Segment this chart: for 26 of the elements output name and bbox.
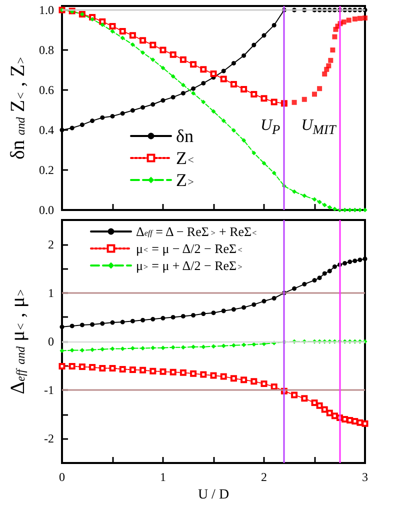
ref-line-label: U$_{P}$ [260,117,280,140]
y-tick-label: 0.8 [39,43,54,57]
legend-label: Z< [176,148,194,168]
legend-label: μ> = μ + Δ/2 − ReΣ> [136,258,243,273]
y-tick-label: 1 [48,286,54,300]
y-tick-label: 0 [48,334,54,348]
y-tick-label: 0.4 [39,123,54,137]
y-axis-title: δn and Z< , Z> [7,56,29,160]
y-tick-label: 0.0 [39,203,54,217]
legend-label: μ< = μ − Δ/2 − ReΣ< [136,241,243,256]
y-tick-label: 2 [48,237,54,252]
y-tick-label: 0.6 [39,83,54,97]
x-tick-label: 1 [160,470,166,484]
x-tick-label: 3 [362,470,368,484]
ref-line-label: U$_{MIT}$ [301,117,336,140]
legend-label: Z> [176,170,194,190]
y-tick-label: 0.2 [39,163,54,177]
legend-label: Δeff = Δ − ReΣ> + ReΣ< [136,224,258,239]
x-axis-title: U / D [198,487,230,502]
y-tick-label: -1 [44,383,54,398]
y-axis-title: Δeff and μ< , μ> [7,288,29,394]
y-tick-label: 1.0 [39,3,54,17]
x-tick-label: 2 [261,470,267,484]
y-tick-label: -2 [44,432,54,446]
legend-label: δn [176,126,194,146]
x-tick-label: 0 [59,470,65,484]
